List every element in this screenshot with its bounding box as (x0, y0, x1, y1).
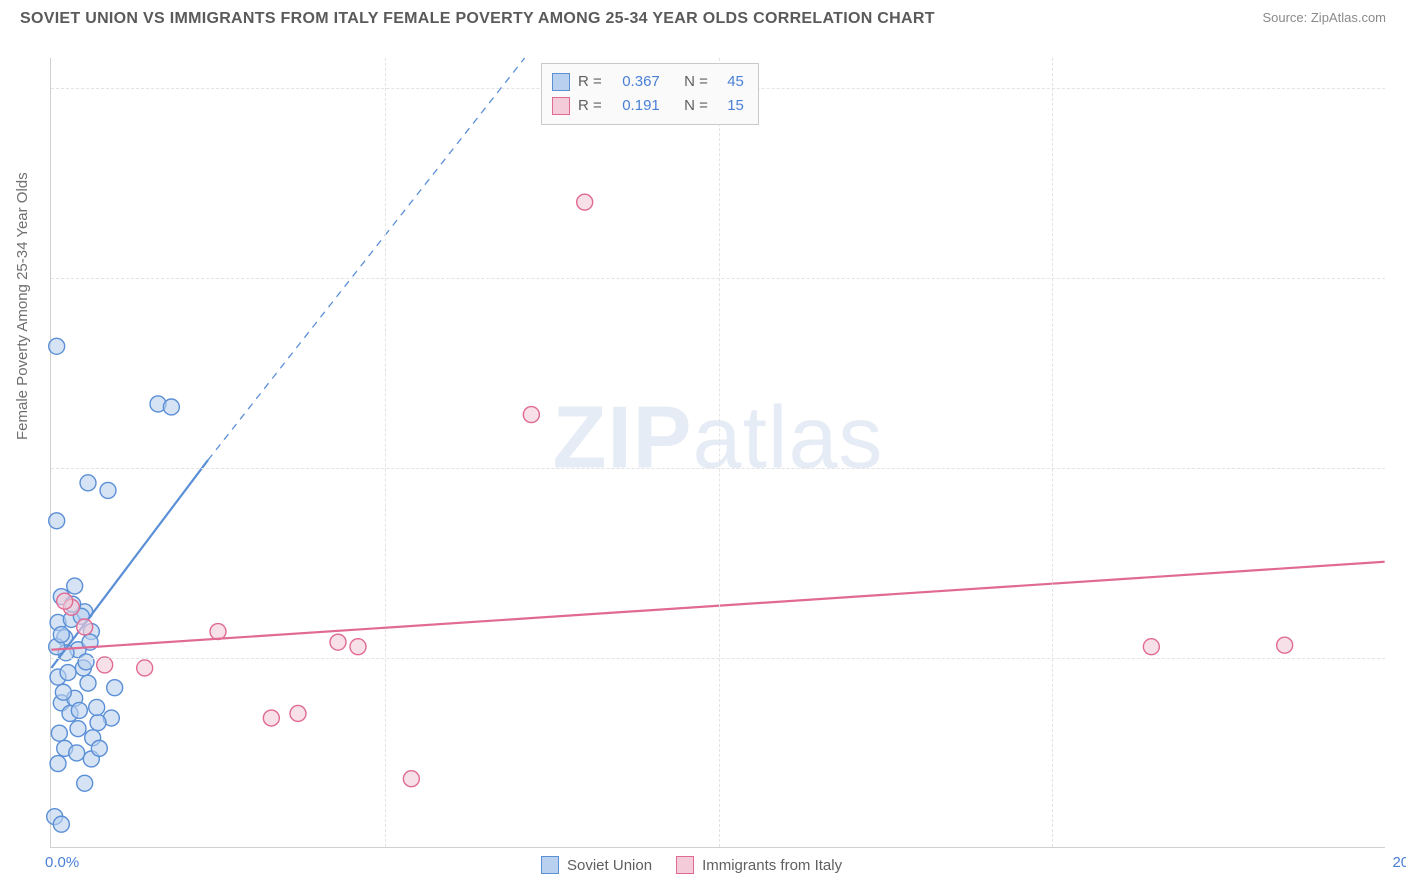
series-legend: Soviet Union Immigrants from Italy (541, 856, 842, 874)
data-point (78, 654, 94, 670)
legend-swatch (552, 73, 570, 91)
legend-n-value: 15 (716, 94, 744, 118)
data-point (49, 338, 65, 354)
y-tick-label: 37.5% (1395, 270, 1406, 287)
data-point (80, 475, 96, 491)
x-tick-label: 20.0% (1392, 854, 1406, 871)
source-label: Source: ZipAtlas.com (1262, 10, 1386, 25)
data-point (263, 710, 279, 726)
stats-legend-row: R = 0.191 N = 15 (552, 94, 744, 118)
y-tick-label: 12.5% (1395, 650, 1406, 667)
series-legend-item: Soviet Union (541, 856, 652, 874)
data-point (1277, 637, 1293, 653)
data-point (1143, 639, 1159, 655)
gridline-v (385, 58, 386, 847)
data-point (523, 407, 539, 423)
data-point (69, 745, 85, 761)
series-name: Immigrants from Italy (702, 857, 842, 874)
data-point (67, 578, 83, 594)
data-point (80, 675, 96, 691)
data-point (53, 816, 69, 832)
legend-r-value: 0.367 (610, 70, 660, 94)
legend-swatch (552, 97, 570, 115)
data-point (100, 482, 116, 498)
series-legend-item: Immigrants from Italy (676, 856, 842, 874)
chart-title: SOVIET UNION VS IMMIGRANTS FROM ITALY FE… (20, 10, 935, 28)
stats-legend: R = 0.367 N = 45 R = 0.191 N = 15 (541, 63, 759, 125)
legend-r-value: 0.191 (610, 94, 660, 118)
data-point (403, 771, 419, 787)
data-point (57, 593, 73, 609)
x-tick-label: 0.0% (45, 854, 79, 871)
gridline-v (719, 58, 720, 847)
data-point (77, 619, 93, 635)
y-tick-label: 50.0% (1395, 80, 1406, 97)
series-name: Soviet Union (567, 857, 652, 874)
data-point (290, 705, 306, 721)
data-point (577, 194, 593, 210)
chart-plot-area: ZIPatlas 12.5%25.0%37.5%50.0%0.0%20.0% R… (50, 58, 1385, 848)
legend-n-value: 45 (716, 70, 744, 94)
stats-legend-row: R = 0.367 N = 45 (552, 70, 744, 94)
y-axis-label: Female Poverty Among 25-34 Year Olds (14, 172, 31, 440)
legend-n-label: N = (684, 70, 708, 94)
trend-line (51, 460, 208, 668)
legend-swatch (541, 856, 559, 874)
data-point (350, 639, 366, 655)
data-point (91, 740, 107, 756)
data-point (70, 721, 86, 737)
data-point (50, 756, 66, 772)
y-tick-label: 25.0% (1395, 460, 1406, 477)
data-point (53, 627, 69, 643)
data-point (60, 665, 76, 681)
data-point (77, 775, 93, 791)
legend-n-label: N = (684, 94, 708, 118)
data-point (330, 634, 346, 650)
legend-r-label: R = (578, 94, 602, 118)
data-point (163, 399, 179, 415)
legend-swatch (676, 856, 694, 874)
legend-r-label: R = (578, 70, 602, 94)
data-point (51, 725, 67, 741)
title-bar: SOVIET UNION VS IMMIGRANTS FROM ITALY FE… (0, 0, 1406, 34)
data-point (97, 657, 113, 673)
data-point (49, 513, 65, 529)
data-point (107, 680, 123, 696)
data-point (137, 660, 153, 676)
gridline-v (1052, 58, 1053, 847)
data-point (71, 702, 87, 718)
data-point (55, 684, 71, 700)
data-point (210, 624, 226, 640)
trend-line-extrapolated (208, 58, 525, 460)
data-point (89, 699, 105, 715)
data-point (90, 715, 106, 731)
